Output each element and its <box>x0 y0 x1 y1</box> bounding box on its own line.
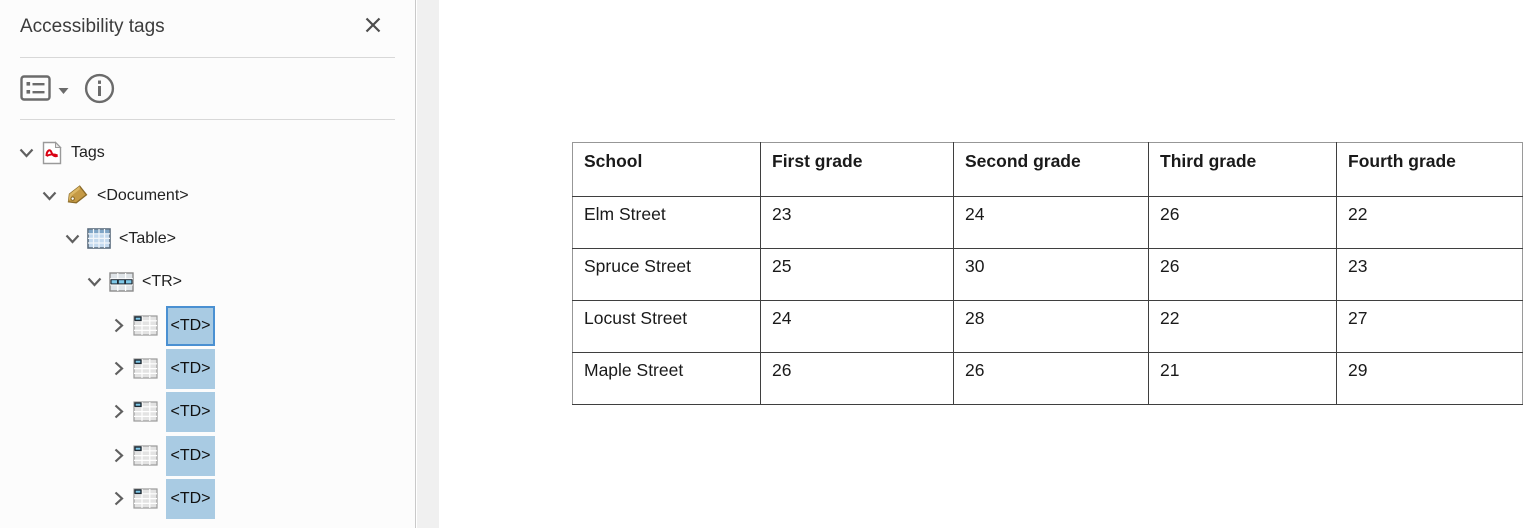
table-cell: 24 <box>760 300 954 353</box>
table-cell: 26 <box>1148 248 1337 301</box>
close-icon <box>364 16 382 39</box>
table-cell: Elm Street <box>572 196 761 249</box>
tag-icon <box>64 184 89 208</box>
table-cell: 26 <box>1148 196 1337 249</box>
table-cell: 26 <box>953 352 1149 405</box>
tree-item-label-selected[interactable]: <TD> <box>166 478 215 519</box>
tree-item-td-2[interactable]: <TD> <box>0 347 215 390</box>
list-options-icon <box>20 74 51 107</box>
chevron-down-icon[interactable] <box>86 273 103 290</box>
info-button[interactable] <box>84 73 115 109</box>
table-row: Maple Street 26 26 21 29 <box>572 352 1523 405</box>
table-cell: Spruce Street <box>572 248 761 301</box>
tree-item-label-selected[interactable]: <TD> <box>166 435 215 476</box>
tree-item-table[interactable]: <Table> <box>0 217 176 260</box>
chevron-right-icon[interactable] <box>110 447 127 464</box>
tree-item-label-selected[interactable]: <TD> <box>166 348 215 389</box>
chevron-down-icon[interactable] <box>41 187 58 204</box>
column-header: Second grade <box>953 142 1149 197</box>
tree-item-label: <Table> <box>119 229 176 247</box>
chevron-right-icon[interactable] <box>110 360 127 377</box>
table-cell-icon <box>133 315 158 336</box>
tree-item-document[interactable]: <Document> <box>0 174 189 217</box>
table-cell: 25 <box>760 248 954 301</box>
divider <box>20 57 395 58</box>
table-cell-icon <box>133 358 158 379</box>
table-row-icon <box>109 271 134 292</box>
tree-item-td-4[interactable]: <TD> <box>0 434 215 477</box>
tree-item-tags[interactable]: Tags <box>0 131 105 174</box>
tree-item-label: <Document> <box>97 186 189 204</box>
table-row: Spruce Street 25 30 26 23 <box>572 248 1523 301</box>
chevron-down-icon <box>58 87 69 95</box>
table-icon <box>87 228 111 249</box>
table-cell: 30 <box>953 248 1149 301</box>
table-row: Elm Street 23 24 26 22 <box>572 196 1523 249</box>
tree-item-td-3[interactable]: <TD> <box>0 390 215 433</box>
accessibility-tags-panel: Accessibility tags <box>0 0 416 528</box>
table-cell: 23 <box>1336 248 1523 301</box>
column-header: School <box>572 142 761 197</box>
column-header: Third grade <box>1148 142 1337 197</box>
chevron-right-icon[interactable] <box>110 490 127 507</box>
table-cell-icon <box>133 488 158 509</box>
table-cell: Locust Street <box>572 300 761 353</box>
chevron-right-icon[interactable] <box>110 317 127 334</box>
table-header-row: School First grade Second grade Third gr… <box>572 142 1523 197</box>
table-cell-icon <box>133 445 158 466</box>
panel-gutter <box>417 0 439 528</box>
table-cell: 23 <box>760 196 954 249</box>
tree-item-label: <TR> <box>142 272 183 290</box>
tree-item-label-selected[interactable]: <TD> <box>166 305 215 346</box>
chevron-down-icon[interactable] <box>18 144 35 161</box>
column-header: First grade <box>760 142 954 197</box>
table-cell: 29 <box>1336 352 1523 405</box>
close-panel-button[interactable] <box>361 15 385 39</box>
table-cell: 22 <box>1336 196 1523 249</box>
tree-item-label-selected[interactable]: <TD> <box>166 391 215 432</box>
chevron-down-icon[interactable] <box>64 230 81 247</box>
table-cell: 24 <box>953 196 1149 249</box>
table-cell: 28 <box>953 300 1149 353</box>
table-cell-icon <box>133 401 158 422</box>
chevron-right-icon[interactable] <box>110 403 127 420</box>
table-cell: Maple Street <box>572 352 761 405</box>
info-icon <box>84 73 115 109</box>
divider <box>20 119 395 120</box>
document-data-table: School First grade Second grade Third gr… <box>572 142 1523 405</box>
table-cell: 26 <box>760 352 954 405</box>
tree-item-tr[interactable]: <TR> <box>0 260 182 303</box>
table-cell: 27 <box>1336 300 1523 353</box>
panel-title: Accessibility tags <box>20 16 165 37</box>
table-row: Locust Street 24 28 22 27 <box>572 300 1523 353</box>
tree-item-label: Tags <box>71 143 105 161</box>
pdf-icon <box>41 140 63 165</box>
tree-item-td-5[interactable]: <TD> <box>0 477 215 520</box>
column-header: Fourth grade <box>1336 142 1523 197</box>
table-cell: 21 <box>1148 352 1337 405</box>
tag-options-button[interactable] <box>20 74 69 107</box>
tree-item-td-1[interactable]: <TD> <box>0 304 215 347</box>
table-cell: 22 <box>1148 300 1337 353</box>
